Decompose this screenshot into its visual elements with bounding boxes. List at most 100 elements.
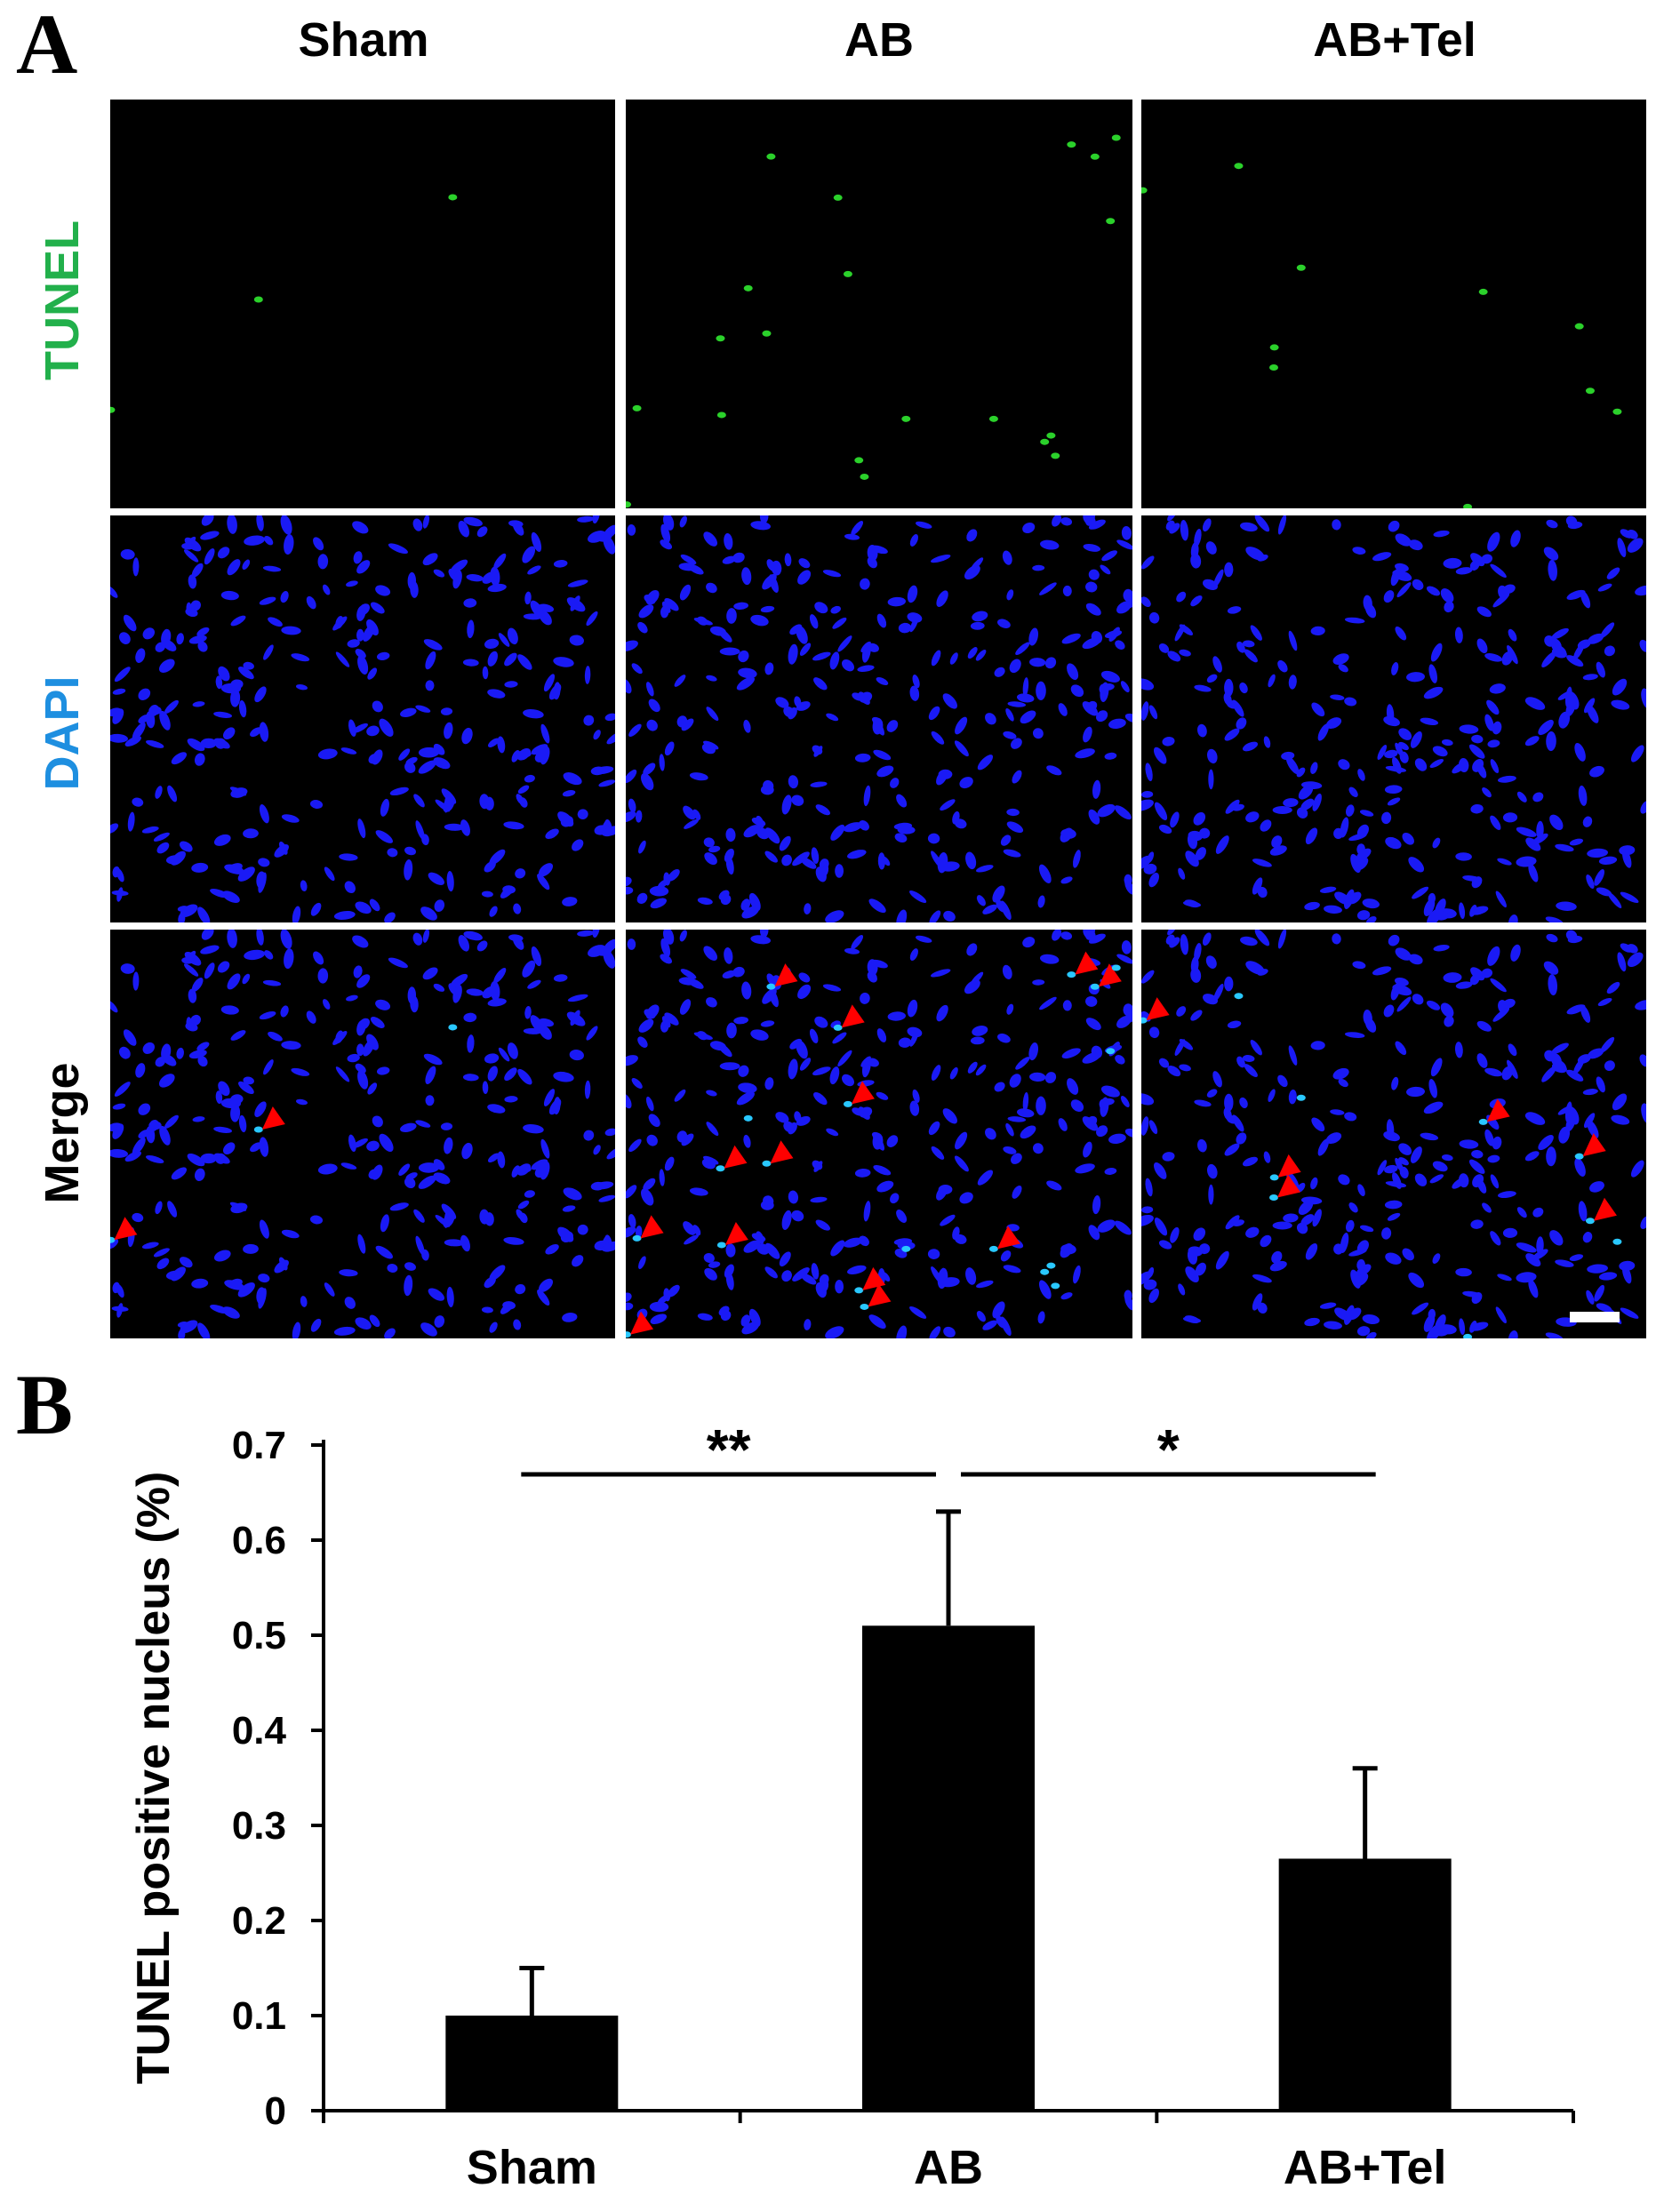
dapi-nucleus <box>870 545 888 555</box>
dapi-nucleus <box>256 930 264 946</box>
tunel-positive-nucleus <box>626 501 632 508</box>
dapi-nucleus <box>637 1036 648 1048</box>
dapi-nucleus <box>876 613 887 628</box>
apoptosis-arrowhead <box>774 963 798 987</box>
dapi-nucleus <box>446 871 454 892</box>
dapi-nucleus <box>487 1104 506 1114</box>
dapi-nucleus <box>822 570 842 578</box>
dapi-nucleus <box>967 647 978 659</box>
merged-positive-nucleus <box>1046 1262 1056 1269</box>
dapi-nucleus <box>1471 876 1483 889</box>
dapi-nucleus <box>1566 1069 1584 1082</box>
dapi-nucleus <box>353 551 363 564</box>
dapi-nucleus <box>141 826 159 834</box>
dapi-nucleus <box>1516 1207 1527 1218</box>
dapi-nucleus <box>422 553 438 566</box>
dapi-nucleus <box>355 1063 366 1074</box>
dapi-nucleus <box>1589 765 1604 778</box>
dapi-nucleus <box>553 560 568 568</box>
dapi-nucleus <box>375 1245 394 1259</box>
dapi-nucleus <box>868 1314 886 1330</box>
dapi-nucleus <box>985 713 996 725</box>
dapi-nucleus <box>1205 541 1217 555</box>
dapi-nucleus <box>244 949 266 961</box>
dapi-nucleus <box>1148 1288 1159 1304</box>
dapi-nucleus <box>317 1163 338 1175</box>
dapi-nucleus <box>1635 999 1646 1010</box>
dapi-nucleus <box>1147 851 1155 863</box>
dapi-nucleus <box>222 1306 240 1319</box>
dapi-nucleus <box>357 819 366 839</box>
dapi-nucleus <box>428 1288 444 1301</box>
dapi-nucleus <box>566 1011 586 1026</box>
tunel-positive-nucleus <box>1051 452 1060 459</box>
dapi-nucleus <box>860 578 870 590</box>
dapi-nucleus <box>996 899 1006 913</box>
dapi-nucleus <box>171 1167 188 1180</box>
dapi-nucleus <box>178 1329 186 1338</box>
dapi-nucleus <box>706 707 719 722</box>
dapi-nucleus <box>740 1314 751 1327</box>
merged-positive-nucleus <box>854 1287 864 1294</box>
dapi-nucleus <box>1459 1139 1479 1149</box>
dapi-nucleus <box>517 1068 532 1085</box>
dapi-nucleus <box>323 584 331 595</box>
merged-positive-nucleus <box>1040 1268 1050 1275</box>
dapi-nucleus <box>938 1184 953 1195</box>
dapi-nucleus <box>347 639 360 648</box>
merged-positive-nucleus <box>1269 1174 1279 1181</box>
dapi-nucleus <box>976 1311 986 1322</box>
dapi-nucleus <box>112 1103 126 1110</box>
dapi-nucleus <box>637 621 648 634</box>
dapi-nucleus <box>452 570 462 589</box>
tunel-positive-nucleus <box>1296 264 1306 271</box>
dapi-nucleus <box>1143 863 1157 874</box>
dapi-nucleus <box>355 1317 372 1330</box>
dapi-nucleus <box>949 652 958 665</box>
dapi-nucleus <box>531 946 542 967</box>
dapi-nucleus <box>1414 1173 1428 1186</box>
dapi-nucleus <box>931 1266 943 1284</box>
y-tick-label: 0.5 <box>232 1614 286 1657</box>
dapi-nucleus <box>1476 606 1492 618</box>
dapi-nucleus <box>689 772 708 781</box>
dapi-nucleus <box>1344 1032 1365 1038</box>
dapi-nucleus <box>171 850 186 866</box>
merged-positive-nucleus <box>1067 971 1076 978</box>
dapi-nucleus <box>1408 539 1423 551</box>
dapi-nucleus <box>1543 547 1559 561</box>
dapi-nucleus <box>1604 1060 1615 1071</box>
dapi-nucleus <box>1060 1243 1076 1255</box>
dapi-nucleus <box>743 825 761 838</box>
dapi-nucleus <box>1288 1045 1298 1066</box>
dapi-nucleus <box>264 950 274 960</box>
dapi-nucleus <box>1208 769 1214 790</box>
dapi-nucleus <box>258 858 270 867</box>
dapi-nucleus <box>1188 830 1204 842</box>
dapi-nucleus <box>1305 827 1318 845</box>
dapi-nucleus <box>1388 934 1400 946</box>
dapi-nucleus <box>423 639 443 651</box>
dapi-nucleus <box>815 804 830 816</box>
dapi-nucleus <box>243 1076 254 1085</box>
dapi-nucleus <box>779 835 791 851</box>
dapi-nucleus <box>1441 1154 1453 1162</box>
dapi-nucleus <box>159 710 171 731</box>
merged-positive-nucleus <box>1268 1194 1278 1201</box>
dapi-nucleus <box>1263 1151 1271 1163</box>
dapi-nucleus <box>433 1172 451 1185</box>
dapi-nucleus <box>482 666 489 680</box>
dapi-nucleus <box>1058 1118 1068 1131</box>
dapi-nucleus <box>1242 741 1259 752</box>
dapi-nucleus <box>502 1301 516 1310</box>
dapi-nucleus <box>726 608 737 624</box>
dapi-nucleus <box>1408 857 1425 873</box>
dapi-nucleus <box>732 552 745 563</box>
merged-positive-nucleus <box>110 1236 116 1243</box>
dapi-nucleus <box>644 1009 656 1019</box>
dapi-nucleus <box>398 748 411 761</box>
dapi-nucleus <box>1141 970 1155 984</box>
dapi-nucleus <box>217 961 230 973</box>
dapi-nucleus <box>586 611 598 627</box>
dapi-nucleus <box>940 1277 960 1288</box>
